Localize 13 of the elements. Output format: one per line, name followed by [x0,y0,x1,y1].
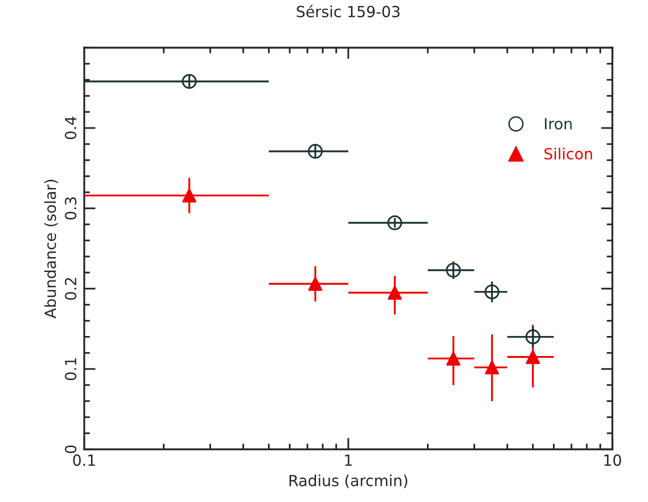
y-tick-label: 0.4 [64,116,76,140]
y-tick-label: 0.2 [64,278,76,300]
legend-label: Silicon [544,148,592,160]
legend-label: Iron [544,118,572,130]
y-axis-title: Abundance (solar) [44,180,58,318]
chart-title: Sérsic 159-03 [296,4,400,18]
x-tick-label: 0.1 [73,454,95,466]
x-tick-label: 1 [345,454,352,466]
y-tick-label: 0.3 [64,197,76,220]
y-tick-label: 0 [64,445,76,454]
x-axis-title: Radius (arcmin) [290,474,408,488]
x-tick-label: 10 [604,454,622,466]
y-tick-label: 0.1 [64,358,76,380]
